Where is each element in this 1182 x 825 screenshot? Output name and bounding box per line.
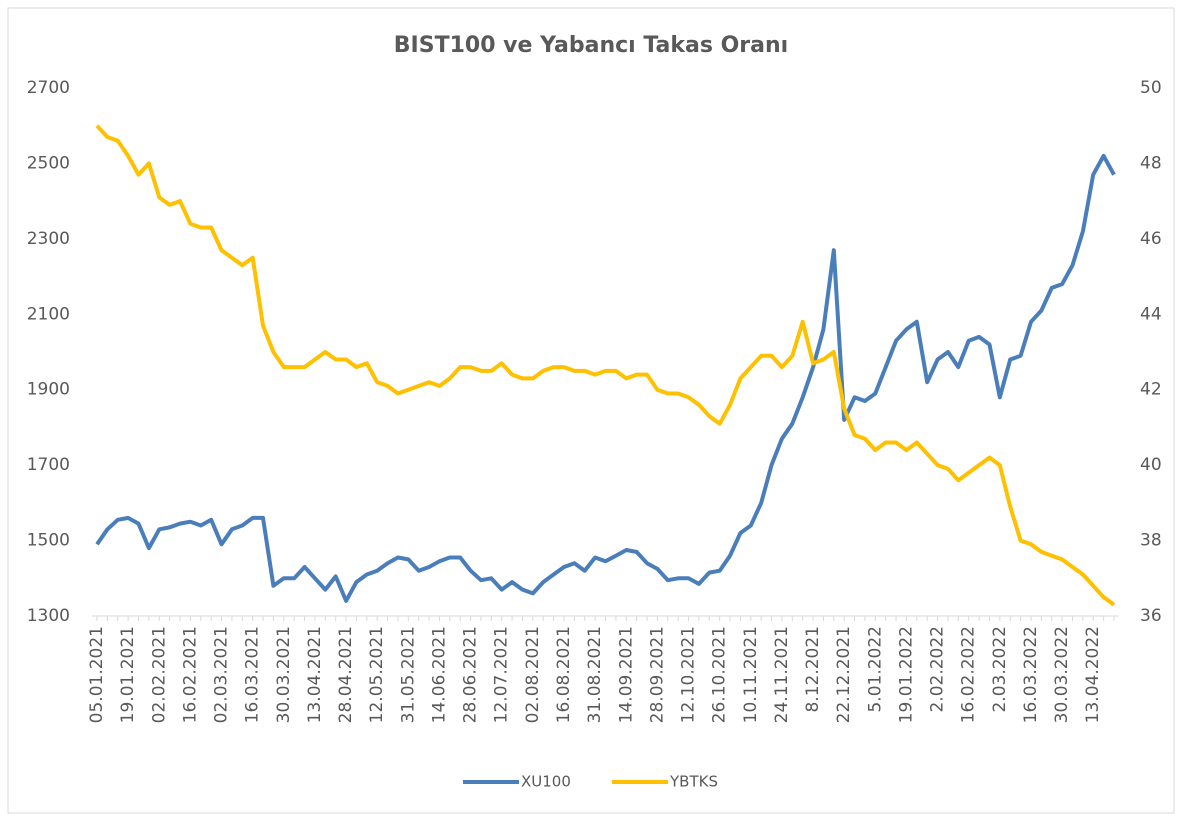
x-tick-label: 28.09.2021 — [647, 626, 667, 723]
series-line — [95, 124, 1116, 607]
x-tick-label: 24.11.2021 — [772, 626, 792, 723]
y2-tick-label: 38 — [1140, 531, 1162, 551]
x-tick-label: 19.01.2021 — [118, 626, 138, 723]
x-tick-label: 2.03.2022 — [990, 626, 1010, 713]
x-tick-label: 31.08.2021 — [585, 626, 605, 723]
y-tick-label: 1700 — [27, 455, 70, 475]
x-tick-label: 31.05.2021 — [398, 626, 418, 723]
y-tick-label: 2100 — [27, 304, 70, 324]
x-tick-label: 28.04.2021 — [336, 626, 356, 723]
x-tick-label: 5.01.2022 — [865, 626, 885, 713]
x-tick-label: 14.06.2021 — [429, 626, 449, 723]
x-tick-label: 26.10.2021 — [710, 626, 730, 723]
y-tick-label: 1900 — [27, 380, 70, 400]
x-tick-label: 2.02.2022 — [928, 626, 948, 713]
y2-tick-label: 36 — [1140, 606, 1162, 626]
x-tick-label: 22.12.2021 — [834, 626, 854, 723]
y-tick-label: 1500 — [27, 531, 70, 551]
x-tick-label: 13.04.2022 — [1083, 626, 1103, 723]
x-tick-label: 30.03.2022 — [1052, 626, 1072, 723]
x-tick-label: 30.03.2021 — [274, 626, 294, 723]
x-tick-label: 8.12.2021 — [803, 626, 823, 713]
x-tick-label: 02.02.2021 — [149, 626, 169, 723]
x-tick-label: 10.11.2021 — [741, 626, 761, 723]
y2-tick-label: 46 — [1140, 229, 1162, 249]
x-tick-label: 19.01.2022 — [896, 626, 916, 723]
y2-tick-label: 48 — [1140, 153, 1162, 173]
chart-title: BIST100 ve Yabancı Takas Oranı — [394, 33, 788, 58]
x-tick-label: 28.06.2021 — [461, 626, 481, 723]
x-tick-label: 13.04.2021 — [305, 626, 325, 723]
x-tick-label: 12.10.2021 — [679, 626, 699, 723]
series-line — [95, 153, 1116, 603]
x-tick-label: 12.07.2021 — [492, 626, 512, 723]
x-tick-label: 12.05.2021 — [367, 626, 387, 723]
y-tick-label: 2300 — [27, 229, 70, 249]
y2-tick-label: 44 — [1140, 304, 1162, 324]
chart-border — [7, 7, 1175, 814]
y-tick-label: 2700 — [27, 78, 70, 98]
x-tick-label: 02.03.2021 — [212, 626, 232, 723]
x-tick-label: 16.02.2021 — [180, 626, 200, 723]
x-tick-label: 16.03.2022 — [1021, 626, 1041, 723]
x-tick-label: 05.01.2021 — [87, 626, 107, 723]
y2-tick-label: 50 — [1140, 78, 1162, 98]
y-tick-label: 2500 — [27, 153, 70, 173]
x-tick-label: 16.08.2021 — [554, 626, 574, 723]
x-tick-label: 14.09.2021 — [616, 626, 636, 723]
x-tick-label: 02.08.2021 — [523, 626, 543, 723]
y-tick-label: 1300 — [27, 606, 70, 626]
y2-tick-label: 42 — [1140, 380, 1162, 400]
legend-label: YBTKS — [669, 773, 718, 791]
y2-tick-label: 40 — [1140, 455, 1162, 475]
legend-label: XU100 — [521, 773, 571, 791]
x-tick-label: 16.03.2021 — [243, 626, 263, 723]
x-tick-label: 16.02.2022 — [959, 626, 979, 723]
